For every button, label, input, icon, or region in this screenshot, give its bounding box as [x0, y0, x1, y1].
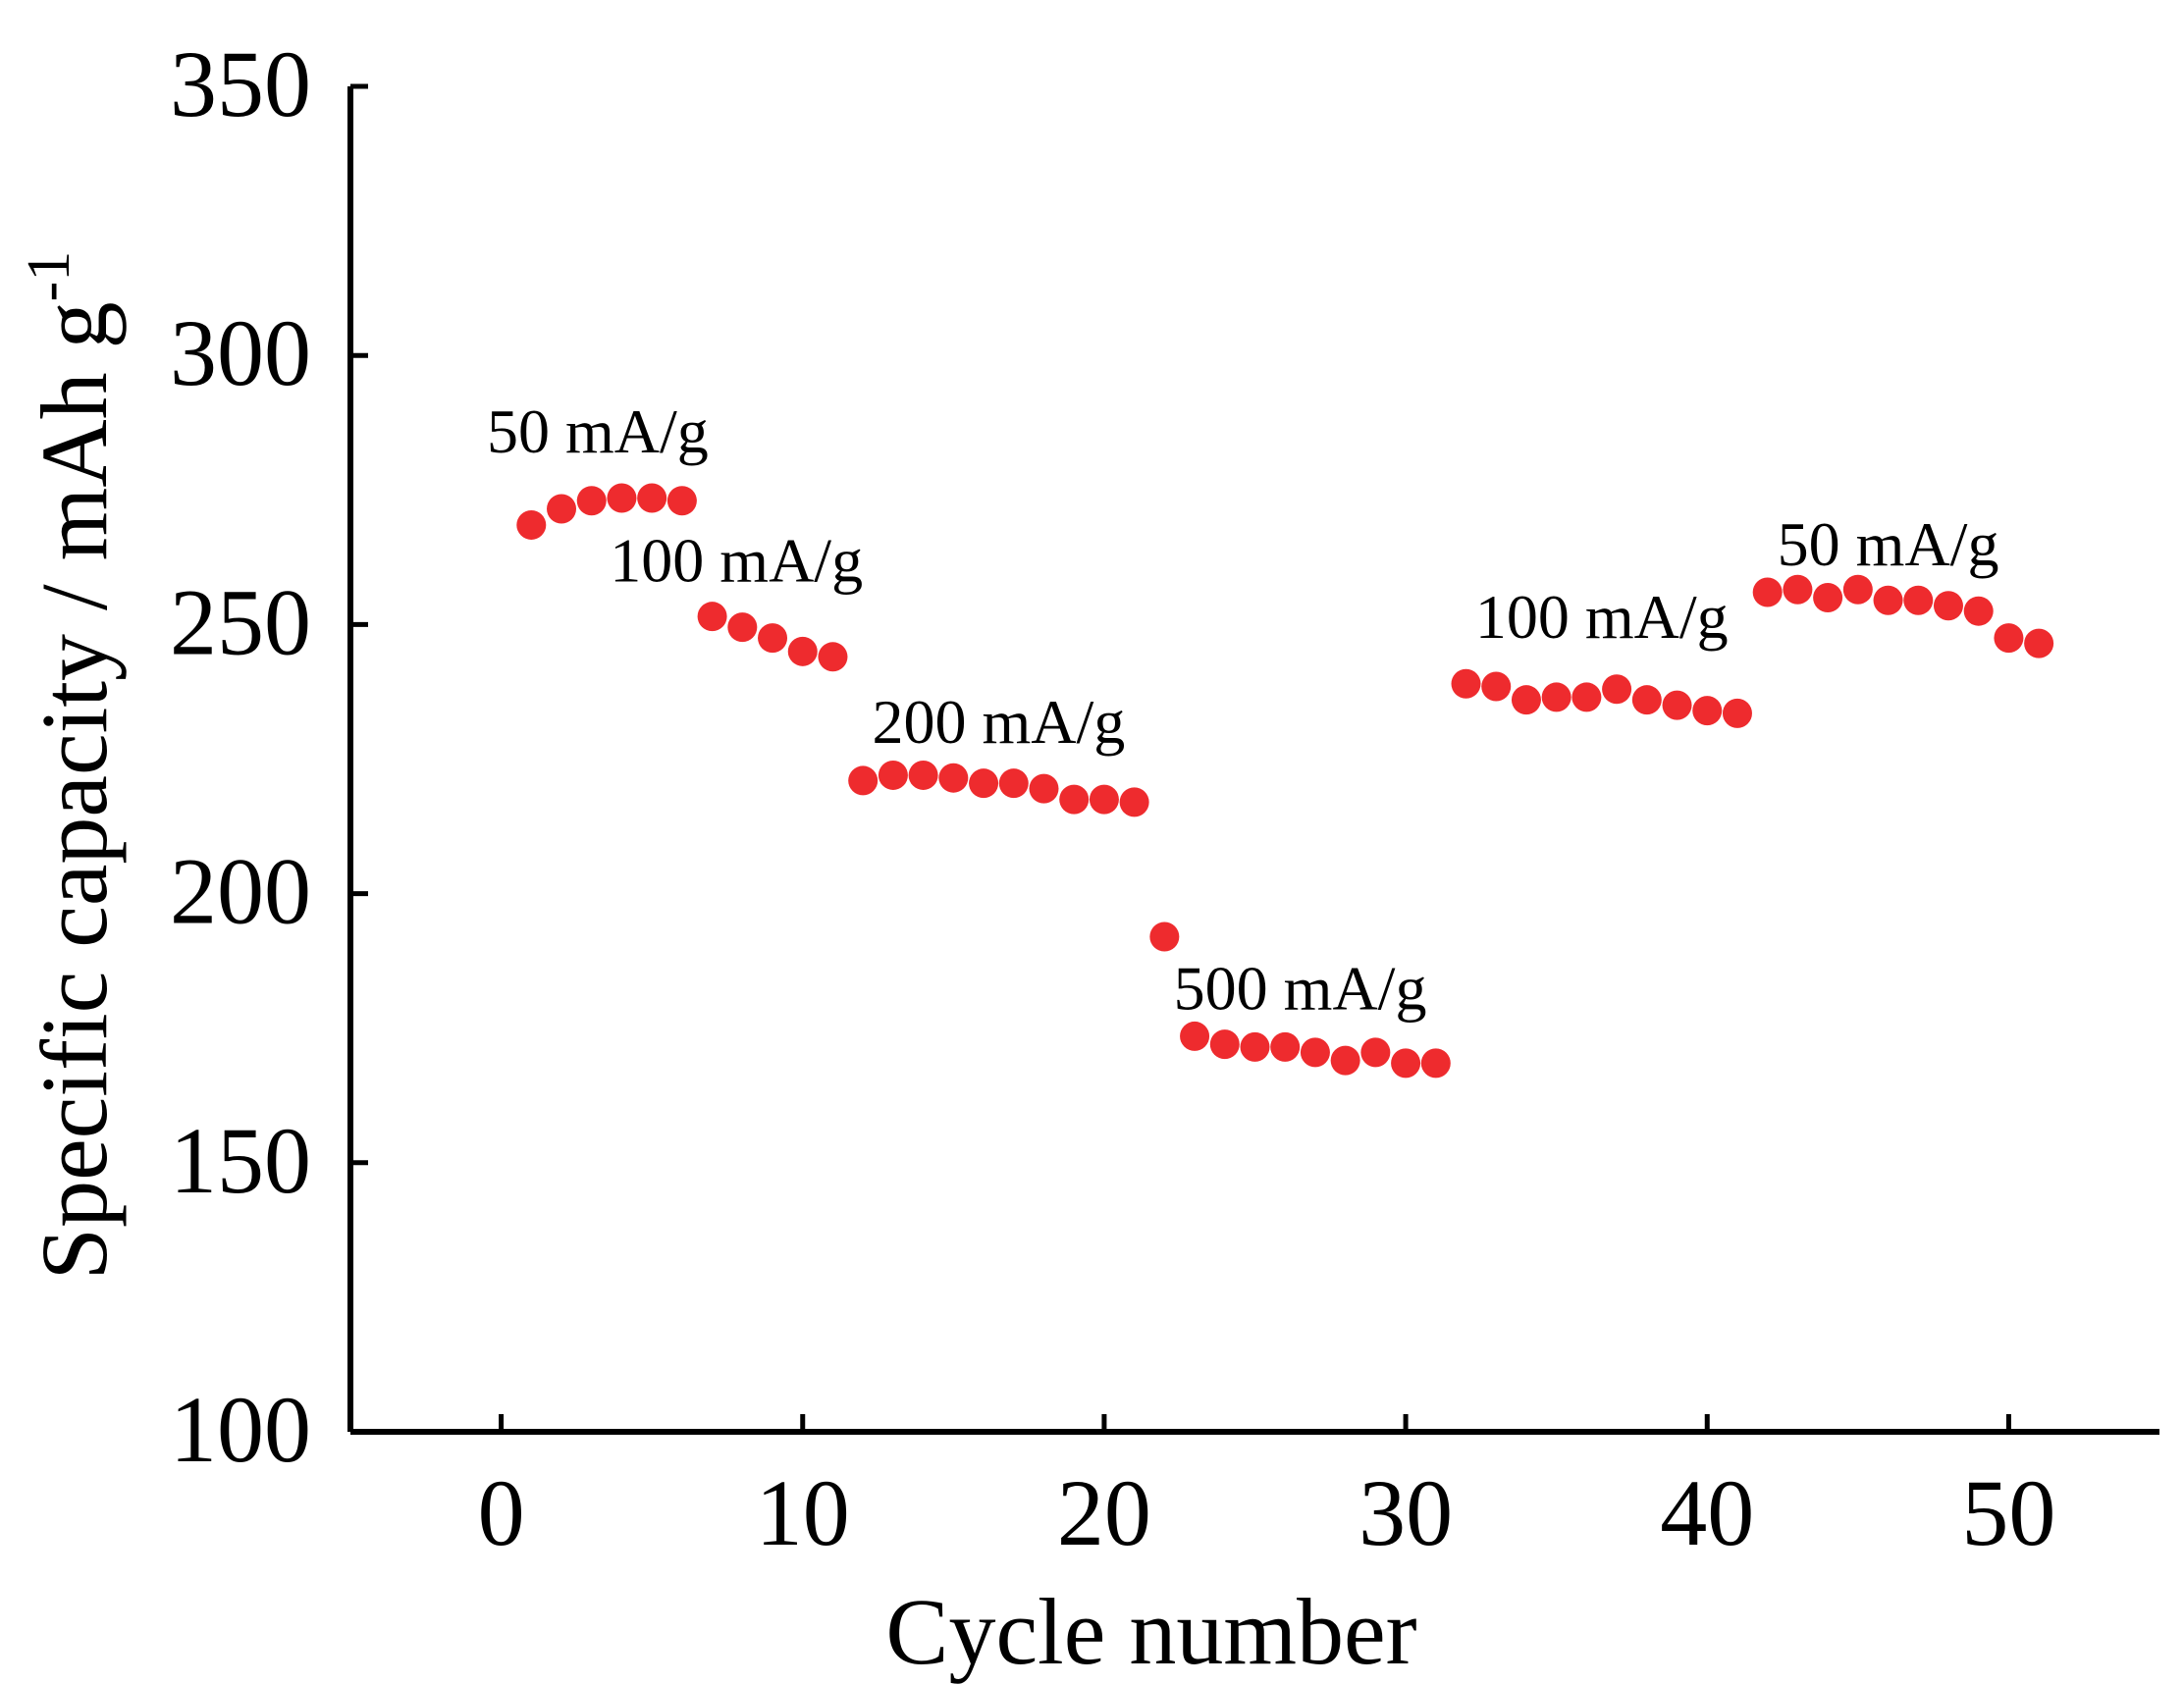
data-point: [998, 768, 1029, 799]
data-point: [1783, 574, 1813, 605]
data-point: [1813, 582, 1843, 612]
data-point: [1571, 682, 1602, 712]
data-point: [1420, 1048, 1451, 1079]
data-point: [1963, 596, 1994, 626]
data-point: [607, 483, 637, 513]
data-point: [969, 768, 999, 799]
data-point: [1752, 577, 1783, 607]
x-tick-label: 30: [1358, 1460, 1453, 1565]
data-point: [1903, 585, 1934, 615]
y-axis-title: Specific capacity / mAh g-1: [16, 251, 127, 1281]
data-point: [1631, 685, 1662, 715]
data-point: [1180, 1021, 1210, 1051]
y-axis-title-main: Specific capacity / mAh g: [22, 301, 127, 1280]
data-point: [1602, 674, 1632, 705]
data-point: [666, 486, 697, 516]
data-points: [516, 483, 2054, 1079]
data-point: [1662, 690, 1692, 720]
x-tick-label: 20: [1057, 1460, 1151, 1565]
x-axis-title: Cycle number: [885, 1579, 1416, 1684]
axes: [347, 86, 2159, 1435]
data-point: [938, 763, 969, 793]
data-point: [1149, 921, 1180, 952]
data-point: [848, 765, 879, 796]
x-tick-label: 10: [756, 1460, 850, 1565]
y-ticks: 100 150 200 250 300 350: [170, 31, 368, 1482]
data-point: [637, 483, 667, 513]
data-point: [1089, 784, 1119, 815]
data-point: [1873, 585, 1903, 615]
data-point: [1209, 1029, 1240, 1060]
data-point: [758, 623, 788, 654]
data-point: [1059, 784, 1090, 815]
data-point: [1451, 668, 1481, 699]
data-point: [547, 494, 577, 524]
y-tick-label: 250: [170, 569, 311, 674]
rate-annotations: 50 mA/g 100 mA/g 200 mA/g 500 mA/g 100 mA/g 5…: [487, 396, 1998, 1024]
data-point: [1240, 1031, 1270, 1062]
data-point: [1692, 696, 1723, 726]
data-point: [697, 602, 727, 632]
data-point: [1270, 1031, 1301, 1062]
y-tick-label: 300: [170, 300, 311, 405]
x-tick-label: 50: [1961, 1460, 2055, 1565]
data-point: [2024, 628, 2054, 658]
x-tick-label: 40: [1660, 1460, 1754, 1565]
data-point: [1391, 1048, 1421, 1079]
data-point: [1330, 1045, 1360, 1076]
y-axis-title-superscript: -1: [16, 251, 82, 302]
data-point: [1300, 1037, 1330, 1068]
data-point: [908, 760, 938, 790]
data-point: [1481, 671, 1512, 702]
data-point: [1994, 623, 2024, 654]
y-tick-label: 150: [170, 1108, 311, 1213]
y-tick-label: 350: [170, 31, 311, 136]
rate-annotation: 100 mA/g: [610, 526, 863, 596]
data-point: [1029, 773, 1059, 804]
data-point: [1511, 685, 1541, 715]
data-point: [727, 612, 758, 643]
data-point: [1360, 1037, 1391, 1068]
data-point: [576, 486, 607, 516]
x-tick-label: 0: [478, 1460, 525, 1565]
data-point: [1119, 787, 1149, 817]
data-point: [1541, 682, 1571, 712]
rate-annotation: 500 mA/g: [1174, 954, 1427, 1024]
y-tick-label: 100: [170, 1377, 311, 1482]
data-point: [1933, 591, 1963, 621]
data-point: [787, 636, 818, 666]
rate-annotation: 100 mA/g: [1475, 582, 1729, 652]
data-point: [818, 642, 848, 672]
rate-annotation: 50 mA/g: [1778, 509, 1999, 579]
y-tick-label: 200: [170, 839, 311, 944]
data-point: [878, 760, 908, 790]
data-point: [1722, 698, 1752, 728]
rate-annotation: 50 mA/g: [487, 396, 709, 466]
data-point: [1842, 574, 1873, 605]
x-ticks: 0 10 20 30 40 50: [478, 1414, 2055, 1565]
data-point: [516, 509, 547, 540]
rate-annotation: 200 mA/g: [873, 687, 1126, 757]
